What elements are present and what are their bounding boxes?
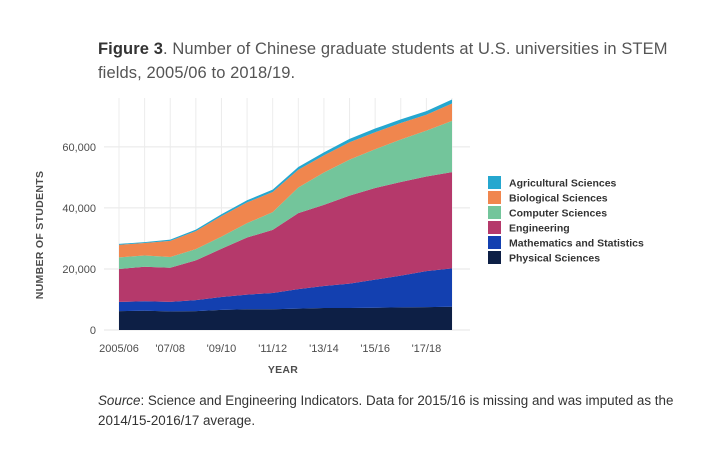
source-note: Source: Science and Engineering Indicato… [98, 391, 698, 431]
x-tick-label: '13/14 [309, 343, 339, 355]
y-tick-label: 40,000 [62, 203, 96, 215]
source-text: : Science and Engineering Indicators. Da… [98, 393, 674, 428]
y-tick-label: 60,000 [62, 142, 96, 154]
x-tick-label: '17/18 [412, 343, 442, 355]
legend-label-engineering: Engineering [509, 223, 570, 235]
figure-caption: Figure 3. Number of Chinese graduate stu… [98, 37, 678, 85]
legend-swatch-biological-sciences [488, 191, 501, 204]
legend-swatch-computer-sciences [488, 206, 501, 219]
area-series-group [119, 99, 452, 330]
x-tick-label: '09/10 [207, 343, 237, 355]
figure-caption-text: . Number of Chinese graduate students at… [98, 40, 668, 82]
legend-swatch-agricultural-sciences [488, 176, 501, 189]
area-biological-sciences [119, 103, 452, 258]
legend-label-mathematics-and-statistics: Mathematics and Statistics [509, 238, 644, 250]
y-tick-label: 20,000 [62, 264, 96, 276]
y-tick-label: 0 [90, 325, 96, 337]
x-tick-label: 2005/06 [99, 343, 139, 355]
area-physical-sciences [119, 306, 452, 330]
legend-label-agricultural-sciences: Agricultural Sciences [509, 178, 617, 190]
legend-swatch-physical-sciences [488, 251, 501, 264]
area-agricultural-sciences [119, 99, 452, 245]
area-mathematics-and-statistics [119, 268, 452, 312]
legend-swatch-mathematics-and-statistics [488, 236, 501, 249]
figure-label: Figure 3 [98, 40, 163, 58]
area-engineering [119, 172, 452, 302]
legend-label-biological-sciences: Biological Sciences [509, 193, 608, 205]
x-tick-label: '15/16 [360, 343, 390, 355]
legend-label-computer-sciences: Computer Sciences [509, 208, 607, 220]
source-label: Source [98, 393, 141, 408]
x-tick-label: '11/12 [258, 343, 287, 355]
x-axis-title: YEAR [268, 364, 298, 376]
legend: Agricultural Sciences Biological Sciences… [488, 176, 644, 265]
x-tick-label: '07/08 [155, 343, 185, 355]
y-tick-labels: 0 20,000 40,000 60,000 [62, 142, 96, 337]
area-computer-sciences [119, 120, 452, 269]
legend-swatch-engineering [488, 221, 501, 234]
y-axis-title: NUMBER OF STUDENTS [34, 171, 46, 299]
x-tick-labels: 2005/06 '07/08 '09/10 '11/12 '13/14 '15/16 '17… [99, 343, 441, 355]
legend-label-physical-sciences: Physical Sciences [509, 253, 600, 265]
